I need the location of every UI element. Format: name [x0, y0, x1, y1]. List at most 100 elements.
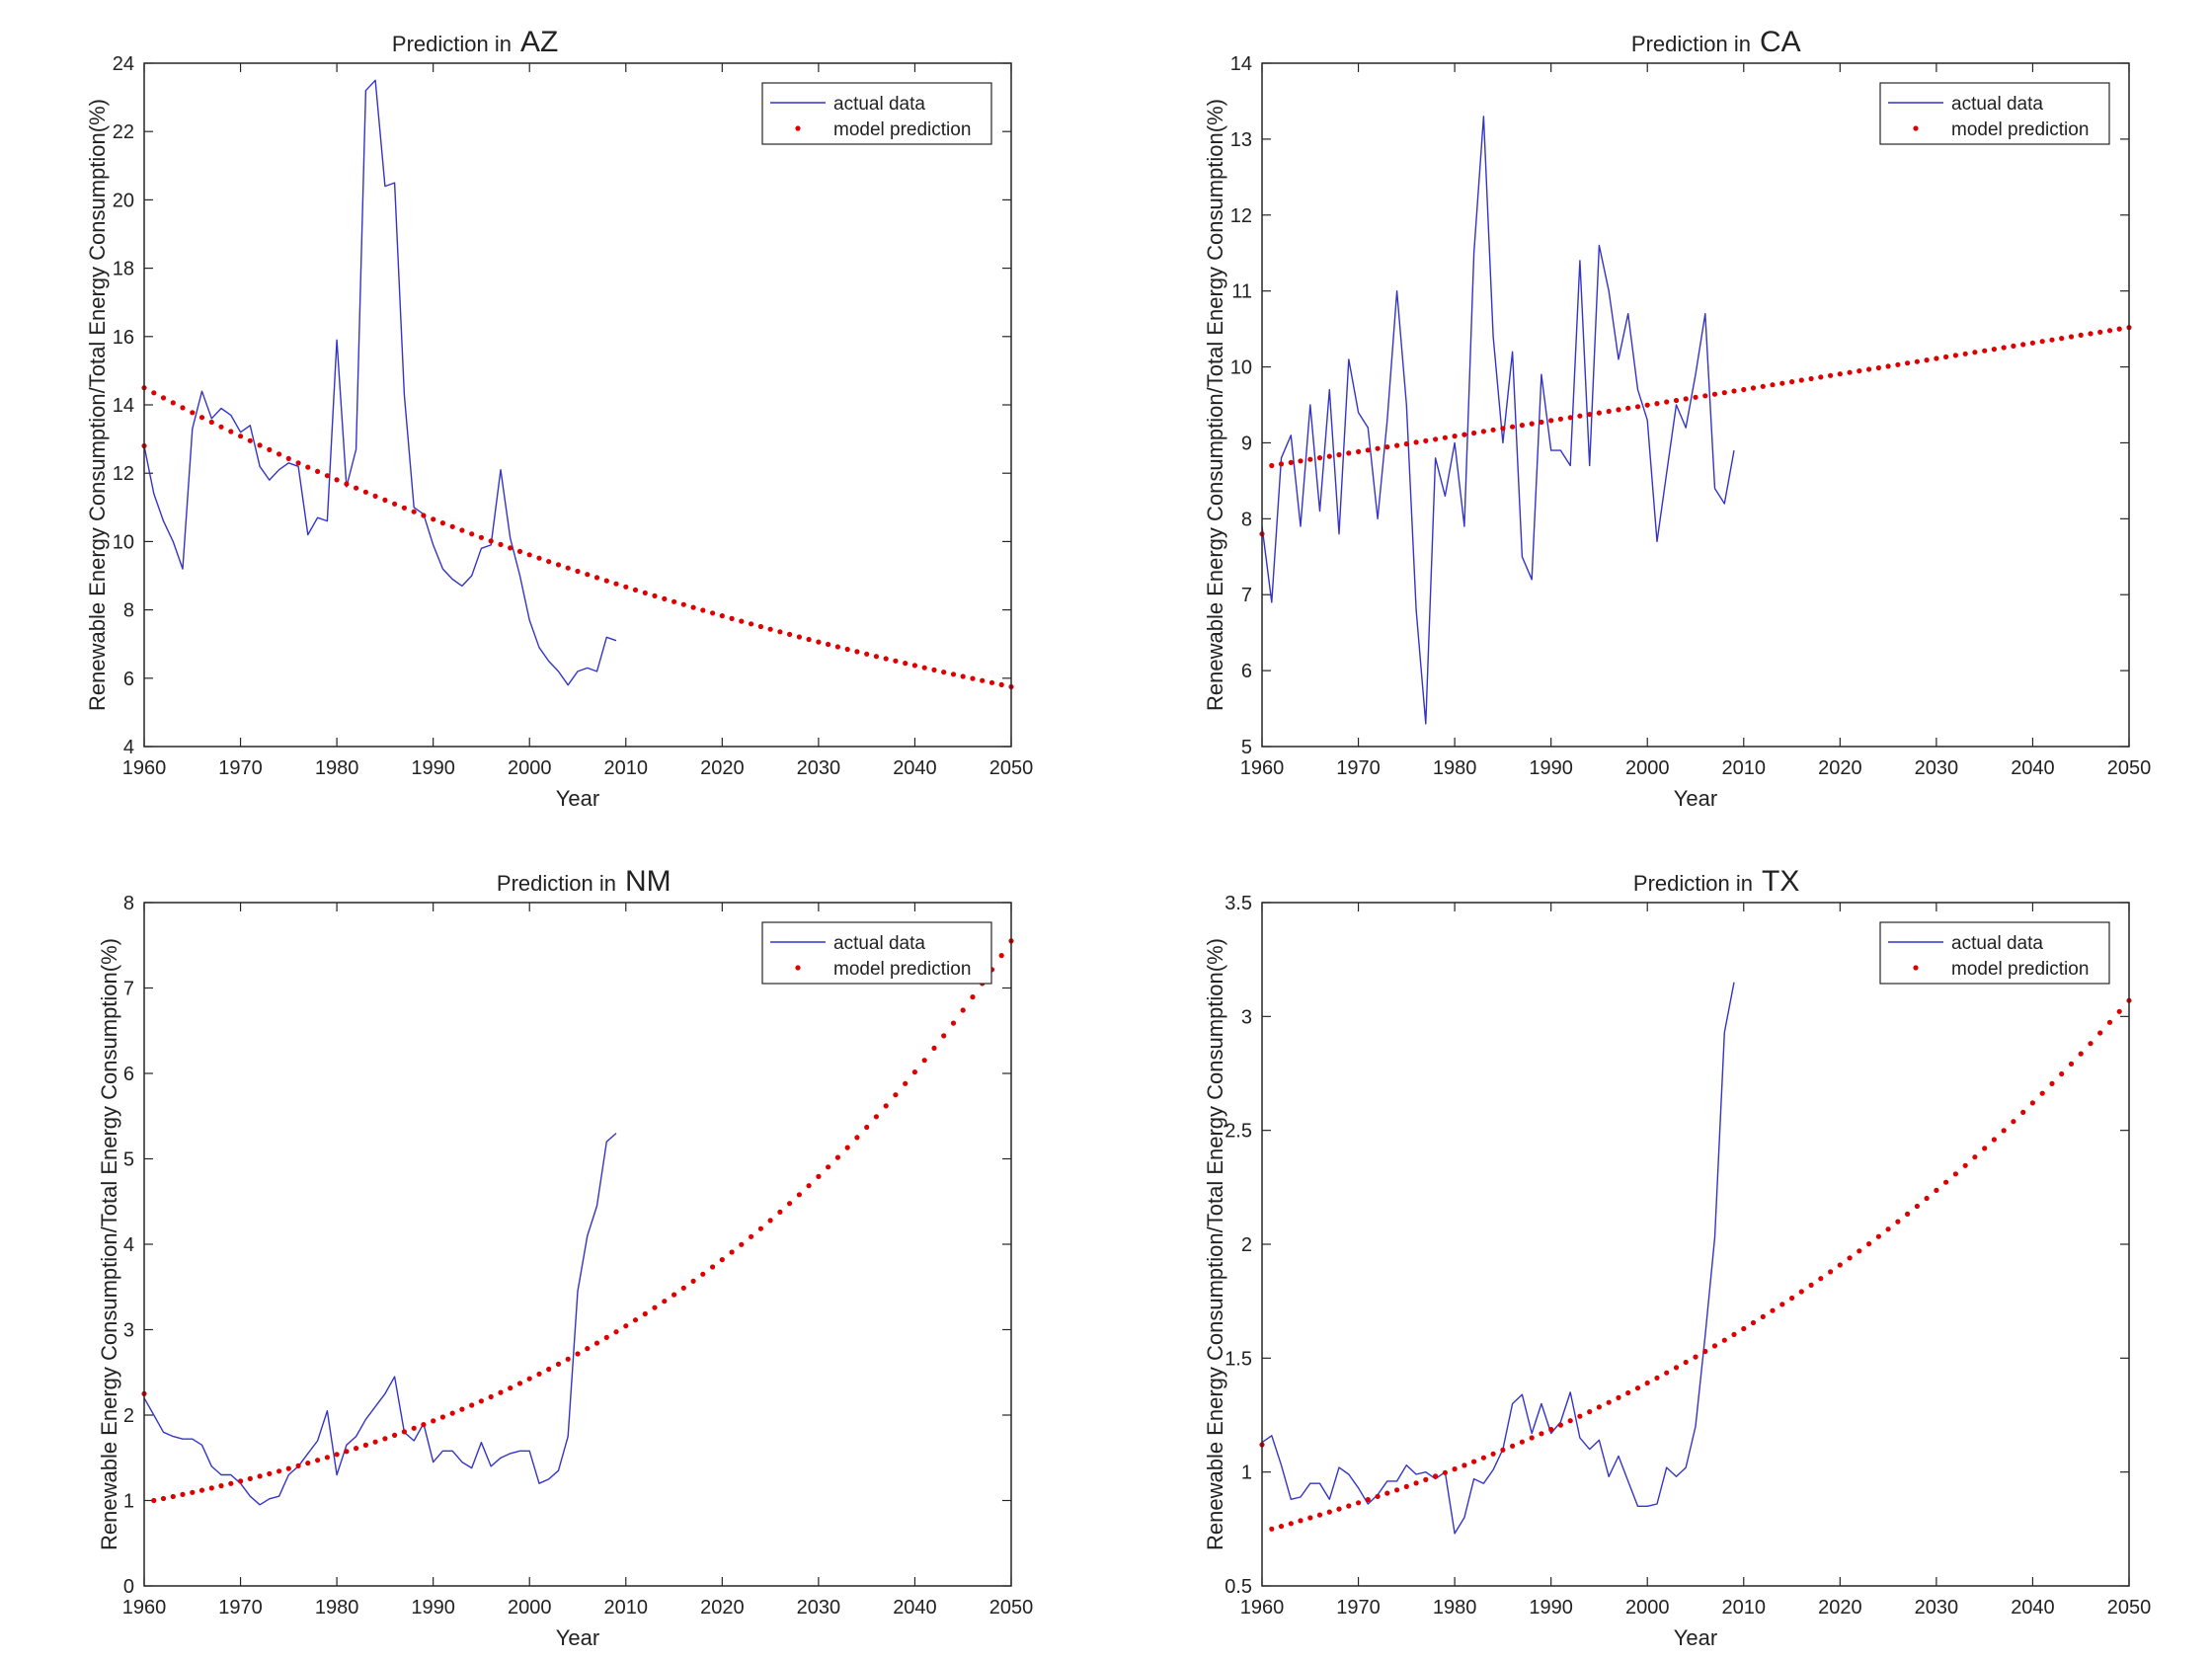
model-prediction-point: [1731, 1332, 1736, 1337]
model-prediction-point: [1848, 1255, 1853, 1260]
model-prediction-point: [296, 460, 301, 465]
model-prediction-point: [2011, 1119, 2015, 1124]
legend-actual-label: actual data: [833, 933, 925, 954]
model-prediction-point: [1597, 411, 1602, 416]
model-prediction-point: [431, 1418, 435, 1423]
model-prediction-point: [931, 668, 936, 672]
x-axis-label: Year: [556, 786, 599, 811]
model-prediction-point: [623, 585, 628, 590]
y-tick-label: 10: [113, 531, 134, 553]
model-prediction-point: [315, 1458, 320, 1462]
x-tick-label: 2020: [700, 1597, 745, 1619]
model-prediction-point: [238, 434, 243, 438]
x-tick-label: 2040: [2011, 1597, 2054, 1619]
model-prediction-point: [1279, 461, 1284, 466]
model-prediction-point: [912, 663, 917, 668]
model-prediction-point: [864, 1125, 869, 1130]
model-prediction-point: [258, 1473, 263, 1478]
x-tick-label: 1980: [1433, 757, 1477, 779]
model-prediction-point: [1818, 374, 1823, 379]
model-prediction-point: [305, 465, 310, 470]
model-prediction-point: [2069, 334, 2074, 339]
model-prediction-point: [826, 642, 830, 647]
model-prediction-point: [1953, 1171, 1958, 1176]
model-prediction-point: [1558, 417, 1563, 422]
x-tick-label: 2000: [1625, 757, 1670, 779]
model-prediction-point: [1597, 1404, 1602, 1409]
model-prediction-point: [248, 1476, 253, 1481]
model-prediction-point: [296, 1463, 301, 1468]
model-prediction-point: [961, 1007, 966, 1012]
model-prediction-point: [1587, 412, 1592, 417]
model-prediction-point: [999, 682, 1004, 687]
model-prediction-point: [1934, 356, 1938, 360]
model-prediction-point: [710, 1264, 715, 1269]
model-prediction-point: [1414, 1480, 1419, 1485]
model-prediction-point: [1577, 1414, 1582, 1419]
model-prediction-point: [835, 644, 840, 649]
model-prediction-point: [1462, 1462, 1466, 1467]
model-prediction-point: [1712, 392, 1717, 397]
y-tick-label: 14: [113, 395, 134, 417]
model-prediction-point: [566, 566, 571, 571]
model-prediction-point: [218, 425, 223, 430]
model-prediction-point: [1866, 1241, 1871, 1246]
x-tick-label: 2050: [989, 1597, 1034, 1619]
y-tick-label: 10: [1230, 357, 1252, 379]
model-prediction-point: [1327, 1510, 1332, 1515]
y-tick-label: 0.5: [1224, 1576, 1252, 1598]
model-prediction-point: [2049, 1081, 2054, 1086]
model-prediction-point: [1625, 1390, 1630, 1395]
figure: Prediction in AZ 1960 1970 1980 1990 2000 201…: [0, 0, 2212, 1659]
model-prediction-point: [1876, 365, 1881, 370]
y-tick-label: 6: [1241, 661, 1252, 682]
model-prediction-point: [941, 1033, 946, 1038]
y-tick-label: 8: [1241, 509, 1252, 530]
model-prediction-point: [1684, 396, 1689, 401]
model-prediction-point: [1356, 449, 1361, 454]
x-tick-label: 1960: [1240, 1597, 1285, 1619]
model-prediction-point: [2097, 330, 2102, 335]
y-tick-label: 0: [123, 1576, 134, 1598]
model-prediction-point: [1702, 393, 1707, 398]
model-prediction-point: [508, 1385, 513, 1390]
legend-actual-label: actual data: [1951, 94, 2043, 115]
model-prediction-point: [1770, 382, 1775, 387]
model-prediction-point: [508, 545, 513, 550]
model-prediction-point: [1414, 439, 1419, 444]
model-prediction-point: [816, 1174, 821, 1179]
model-prediction-point: [1818, 1276, 1823, 1281]
model-prediction-point: [1828, 1269, 1833, 1274]
y-tick-label: 6: [123, 1064, 134, 1085]
model-prediction-point: [1376, 1494, 1381, 1499]
y-tick-label: 9: [1241, 433, 1252, 454]
model-prediction-point: [931, 1046, 936, 1051]
model-prediction-point: [489, 1394, 494, 1399]
model-prediction-point: [1828, 373, 1833, 378]
model-prediction-point: [1761, 384, 1766, 389]
model-prediction-point: [1317, 455, 1322, 460]
model-prediction-point: [479, 1398, 484, 1403]
y-tick-label: 7: [1241, 585, 1252, 606]
model-prediction-point: [1289, 1521, 1294, 1526]
x-tick-label: 2030: [1915, 1597, 1959, 1619]
model-prediction-point: [2088, 1041, 2093, 1046]
model-prediction-point: [1336, 1507, 1341, 1512]
legend: actual data model prediction: [1880, 922, 2109, 984]
model-prediction-point: [209, 1485, 214, 1490]
model-prediction-point: [2011, 344, 2015, 349]
x-tick-label: 2010: [1722, 1597, 1767, 1619]
x-tick-label: 2000: [508, 757, 552, 779]
model-prediction-point: [1925, 1196, 1930, 1201]
model-prediction-point: [864, 652, 869, 657]
chart-title-state: AZ: [520, 26, 558, 58]
model-prediction-point: [1751, 1320, 1756, 1325]
model-prediction-point: [1943, 355, 1948, 359]
model-prediction-point: [2059, 1071, 2064, 1076]
model-prediction-point: [1404, 1484, 1409, 1489]
legend: actual data model prediction: [1880, 83, 2109, 144]
model-prediction-point: [1741, 1326, 1746, 1331]
legend: actual data model prediction: [762, 83, 991, 144]
model-prediction-point: [325, 1455, 330, 1460]
model-prediction-point: [566, 1357, 571, 1362]
